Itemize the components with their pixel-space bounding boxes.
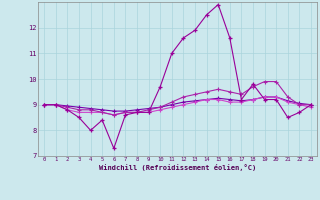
X-axis label: Windchill (Refroidissement éolien,°C): Windchill (Refroidissement éolien,°C) — [99, 164, 256, 171]
